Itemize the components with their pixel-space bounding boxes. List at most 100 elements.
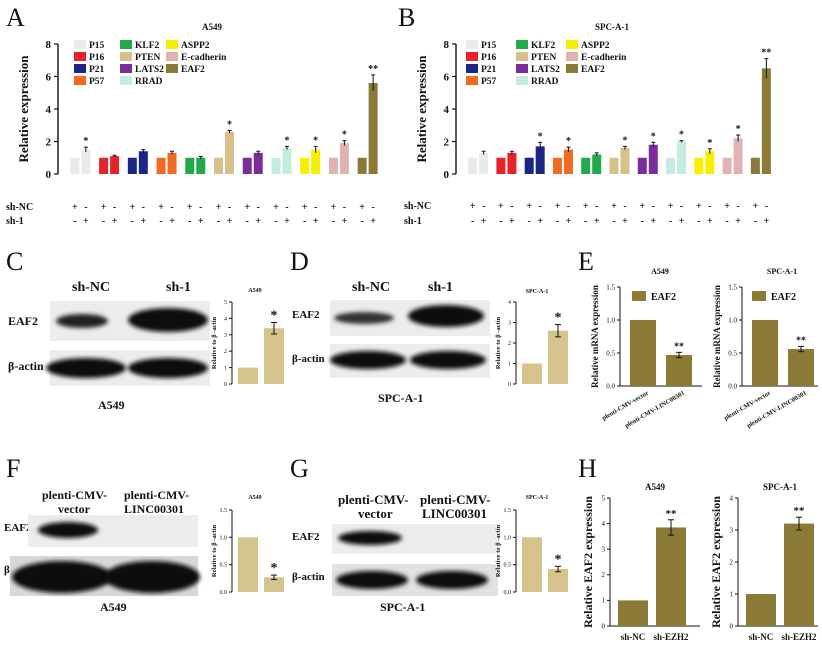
chart-e1-ytick-label-1: 0.5 xyxy=(606,349,615,357)
chart-a-legend-label-P57: P57 xyxy=(89,77,105,87)
blot-g-header-2-line-2: LINC00301 xyxy=(422,506,487,521)
blot-g-row-actin: β-actin xyxy=(292,571,325,583)
chart-c-bar-2 xyxy=(264,328,284,384)
blot-d: sh-NC sh-1 EAF2 β-actin SPC-A-1 xyxy=(292,280,490,405)
chart-b-legend-swatch-EAF2 xyxy=(566,64,578,73)
chart-a-legend-label-P21: P21 xyxy=(89,65,105,75)
chart-d-ytick-label-3: 3 xyxy=(508,321,511,327)
blot-c-actin-band-1 xyxy=(46,358,126,378)
chart-a-bar-shnc-P16 xyxy=(99,157,109,174)
blot-c: sh-NC sh-1 EAF2 β-actin A549 xyxy=(8,280,210,412)
chart-a-bar-shnc-EAF2 xyxy=(357,157,367,174)
chart-a-legend-swatch-PTEN xyxy=(120,52,132,61)
chart-c-title: A549 xyxy=(248,288,261,294)
blot-d-row-eaf2: EAF2 xyxy=(292,309,320,321)
chart-f-ytick-label-1: 0.5 xyxy=(220,563,228,569)
chart-b-bar-shnc-P16 xyxy=(496,157,506,174)
panel-letter-e: E xyxy=(578,247,594,276)
chart-a-row-nc-P15-1: + xyxy=(72,202,78,213)
chart-a-row-sh-P21-2: + xyxy=(140,216,146,227)
chart-a-row-sh-RRAD-1: - xyxy=(274,216,277,227)
chart-b-row-sh-EAF2-1: - xyxy=(754,216,757,227)
blot-f-actin-band-2 xyxy=(104,561,200,593)
chart-a-bar-sh1-E-cadherin xyxy=(339,143,349,174)
chart-b-bar-sh1-KLF2 xyxy=(592,154,602,174)
chart-f-ylabel: Relative to β -actin xyxy=(211,524,218,577)
chart-b-sig-PTEN: * xyxy=(623,135,628,146)
panel-letter-g: G xyxy=(290,454,309,483)
chart-b-legend-label-P16: P16 xyxy=(481,53,497,63)
chart-b-bar-shnc-E-cadherin xyxy=(722,157,732,174)
chart-a-bar-shnc-P57 xyxy=(156,157,166,174)
chart-b-legend-swatch-PTEN xyxy=(516,52,528,61)
chart-b-row-nc-PTEN-1: + xyxy=(611,201,617,212)
chart-e1-ylabel: Relative mRNA expression xyxy=(590,285,600,388)
chart-b-sig-RRAD: * xyxy=(679,130,684,141)
chart-b-legend-swatch-P57 xyxy=(466,76,478,85)
blot-c-eaf2-band-1 xyxy=(56,314,108,328)
chart-b-ytick-label-2: 4 xyxy=(444,104,450,116)
blot-f-eaf2-band-1 xyxy=(38,522,98,538)
chart-b-ytick-label-1: 2 xyxy=(444,137,450,149)
chart-b-bar-shnc-KLF2 xyxy=(581,157,591,174)
chart-b-row-nc-PTEN-2: - xyxy=(623,201,626,212)
chart-a-bar-sh1-LATS2 xyxy=(253,152,263,174)
chart-h1-bar-2 xyxy=(656,527,686,626)
chart-b-title: SPC-A-1 xyxy=(595,22,629,32)
blot-g-cell-line: SPC-A-1 xyxy=(380,600,425,614)
chart-b-bar-sh1-E-cadherin xyxy=(733,138,743,174)
chart-e2-legend-label: EAF2 xyxy=(771,292,796,303)
chart-a-legend-label-ASPP2: ASPP2 xyxy=(181,41,210,51)
chart-b-bar-shnc-P21 xyxy=(524,157,534,174)
chart-a-row-nc-LATS2-1: + xyxy=(244,202,250,213)
chart-b-legend-swatch-P15 xyxy=(466,40,478,49)
blot-g-actin-band-2 xyxy=(416,571,488,589)
chart-b-sig-E-cadherin: * xyxy=(736,124,741,135)
chart-b-row-nc-LATS2-1: + xyxy=(639,201,645,212)
chart-b-sig-ASPP2: * xyxy=(707,138,712,149)
chart-e2-ylabel: Relative mRNA expression xyxy=(712,285,722,388)
blot-g-actin-band-1 xyxy=(336,571,408,589)
chart-e1-sig-2: ** xyxy=(674,341,684,352)
chart-c-bar-1 xyxy=(238,367,258,384)
chart-a-bar-sh1-ASPP2 xyxy=(311,149,321,174)
chart-a-sig-PTEN: * xyxy=(227,119,232,130)
chart-b-row-sh-RRAD-1: - xyxy=(669,216,672,227)
chart-a-row-sh-RRAD-2: + xyxy=(284,216,290,227)
blot-c-row-eaf2: EAF2 xyxy=(8,314,38,328)
chart-a-bar-sh1-KLF2 xyxy=(196,157,206,174)
chart-b-legend-label-P15: P15 xyxy=(481,41,497,51)
chart-a-bar-sh1-EAF2 xyxy=(368,83,378,174)
chart-b-row-nc-E-cadherin-2: - xyxy=(736,201,739,212)
chart-a-legend-swatch-RRAD xyxy=(120,76,132,85)
panel-letter-h: H xyxy=(578,454,597,483)
chart-e1-ytick-label-3: 1.5 xyxy=(606,283,615,291)
chart-b-sig-P57: * xyxy=(566,136,571,147)
chart-e2-bar-2 xyxy=(788,349,814,386)
chart-a-ytick-label-2: 4 xyxy=(46,104,52,116)
chart-b-legend-label-EAF2: EAF2 xyxy=(581,65,605,75)
chart-b-row-sh-P16-2: + xyxy=(509,216,515,227)
blot-c-header-1: sh-NC xyxy=(72,280,110,295)
chart-a-ylabel: Relative expression xyxy=(16,55,31,163)
chart-d-sig-2: * xyxy=(555,311,562,326)
chart-b-bar-shnc-ASPP2 xyxy=(694,157,704,174)
chart-b-sig-LATS2: * xyxy=(651,131,656,142)
chart-a-sig-P15: * xyxy=(83,136,88,147)
panel-letter-f: F xyxy=(6,454,20,483)
chart-b-bar-sh1-P15 xyxy=(479,152,489,174)
chart-b-row-sh-KLF2-2: + xyxy=(594,216,600,227)
chart-g-ytick-label-2: 1.0 xyxy=(504,535,512,541)
chart-d-ytick-label-2: 2 xyxy=(508,341,511,347)
chart-b-row-nc-EAF2-2: - xyxy=(765,201,768,212)
chart-e2-ytick-label-3: 1.5 xyxy=(728,283,737,291)
chart-b-bar-sh1-P16 xyxy=(507,152,517,174)
chart-a-sig-E-cadherin: * xyxy=(342,130,347,141)
blot-c-row-actin: β-actin xyxy=(8,359,44,373)
chart-a-legend-swatch-EAF2 xyxy=(166,64,178,73)
chart-a-row-nc-P21-1: + xyxy=(129,202,135,213)
chart-b-row-nc-P57-2: - xyxy=(567,201,570,212)
chart-d-title: SPC-A-1 xyxy=(526,289,549,295)
blot-c-header-2: sh-1 xyxy=(166,280,191,295)
